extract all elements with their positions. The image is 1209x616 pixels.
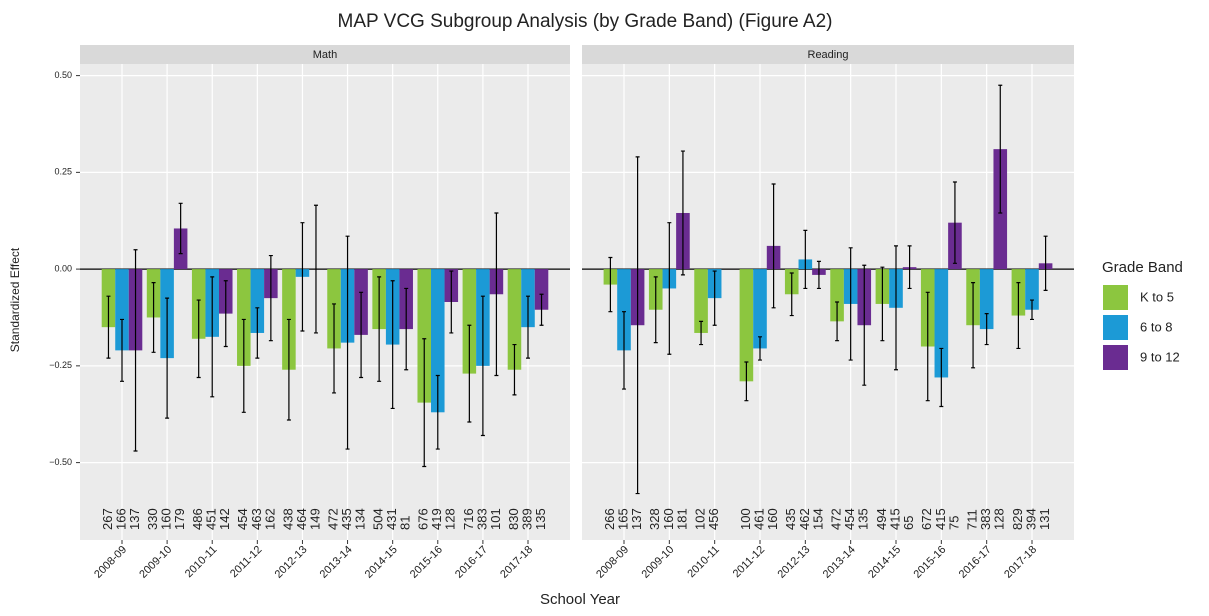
sample-size-label: 456	[706, 508, 721, 530]
sample-size-label: 75	[946, 516, 961, 530]
sample-size-label: 137	[629, 508, 644, 530]
sample-size-label: 162	[262, 508, 277, 530]
x-tick-label: 2014-15	[363, 544, 400, 581]
chart-title: MAP VCG Subgroup Analysis (by Grade Band…	[338, 11, 833, 32]
sample-size-label: 149	[307, 508, 322, 530]
x-tick-label: 2017-18	[498, 544, 535, 581]
x-tick-label: 2013-14	[318, 544, 355, 581]
legend-swatch	[1103, 345, 1128, 370]
x-tick-label: 2011-12	[228, 544, 264, 580]
sample-size-label: 135	[856, 508, 871, 530]
sample-size-label: 128	[443, 508, 458, 530]
x-tick-label: 2008-09	[92, 544, 129, 581]
sample-size-label: 160	[765, 508, 780, 530]
y-tick-label: −0.25	[49, 360, 72, 370]
sample-size-label: 65	[901, 516, 916, 530]
sample-size-label: 81	[398, 516, 413, 530]
legend-swatch	[1103, 285, 1128, 310]
x-tick-label: 2017-18	[1002, 544, 1039, 581]
x-tick-label: 2010-11	[183, 544, 219, 580]
x-tick-label: 2012-13	[775, 544, 812, 581]
sample-size-label: 134	[353, 508, 368, 530]
strip-label: Math	[313, 49, 337, 61]
sample-size-label: 101	[488, 508, 503, 530]
x-tick-label: 2015-16	[408, 544, 445, 581]
strip-label: Reading	[808, 49, 849, 61]
sample-size-label: 179	[172, 508, 187, 530]
sample-size-label: 135	[533, 508, 548, 530]
sample-size-label: 131	[1037, 508, 1052, 530]
x-tick-label: 2015-16	[911, 544, 948, 581]
sample-size-label: 154	[810, 508, 825, 530]
y-tick-label: 0.50	[54, 70, 72, 80]
x-tick-label: 2009-10	[639, 544, 676, 581]
x-tick-label: 2010-11	[685, 544, 721, 580]
x-tick-label: 2009-10	[137, 544, 174, 581]
sample-size-label: 128	[992, 508, 1007, 530]
y-axis-title: Standardized Effect	[8, 247, 22, 352]
legend-label: 6 to 8	[1140, 319, 1173, 334]
x-tick-label: 2016-17	[957, 544, 994, 581]
y-tick-label: −0.50	[49, 457, 72, 467]
x-tick-label: 2014-15	[866, 544, 903, 581]
legend-label: K to 5	[1140, 289, 1174, 304]
sample-size-label: 181	[674, 508, 689, 530]
x-tick-label: 2011-12	[731, 544, 767, 580]
sample-size-label: 137	[127, 508, 142, 530]
y-tick-label: 0.25	[54, 167, 72, 177]
legend-title: Grade Band	[1102, 259, 1183, 276]
sample-size-label: 142	[217, 508, 232, 530]
x-tick-label: 2013-14	[821, 544, 858, 581]
x-tick-label: 2012-13	[273, 544, 310, 581]
x-tick-label: 2008-09	[594, 544, 631, 581]
legend-label: 9 to 12	[1140, 349, 1180, 364]
y-tick-label: 0.00	[54, 263, 72, 273]
x-axis-title: School Year	[540, 591, 620, 608]
legend-swatch	[1103, 315, 1128, 340]
x-tick-label: 2016-17	[453, 544, 490, 581]
